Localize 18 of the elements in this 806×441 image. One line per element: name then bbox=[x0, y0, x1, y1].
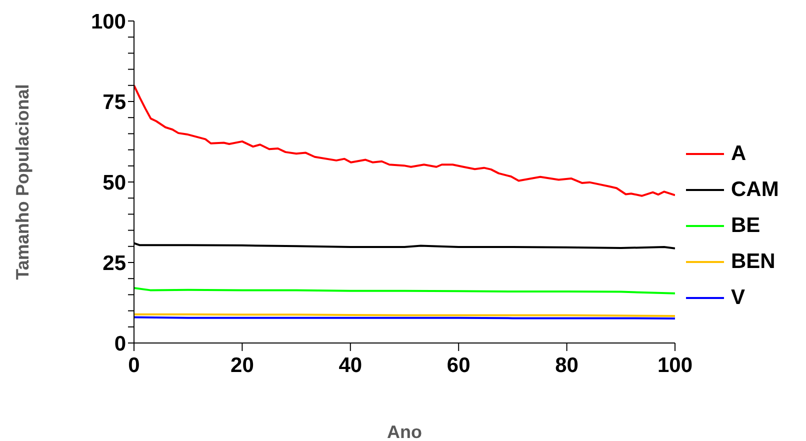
legend-label: BEN bbox=[731, 250, 776, 274]
legend-label: BE bbox=[731, 214, 760, 238]
x-tick-label: 100 bbox=[657, 354, 693, 377]
y-axis-title: Tamanho Populacional bbox=[12, 84, 32, 280]
y-tick-label: 50 bbox=[102, 171, 126, 194]
legend-label: V bbox=[731, 286, 746, 310]
legend-label: CAM bbox=[731, 178, 779, 202]
y-tick-label: 25 bbox=[102, 252, 126, 275]
y-tick-label: 100 bbox=[90, 10, 126, 34]
y-tick-label: 75 bbox=[102, 90, 126, 114]
y-tick-label: 0 bbox=[114, 332, 126, 356]
x-tick-label: 20 bbox=[230, 354, 254, 377]
x-axis-title: Ano bbox=[387, 422, 422, 441]
line-series bbox=[134, 84, 675, 197]
x-tick-label: 60 bbox=[446, 354, 470, 377]
x-tick-label: 40 bbox=[338, 354, 362, 377]
x-tick-label: 80 bbox=[555, 354, 578, 377]
legend-label: A bbox=[731, 142, 746, 166]
